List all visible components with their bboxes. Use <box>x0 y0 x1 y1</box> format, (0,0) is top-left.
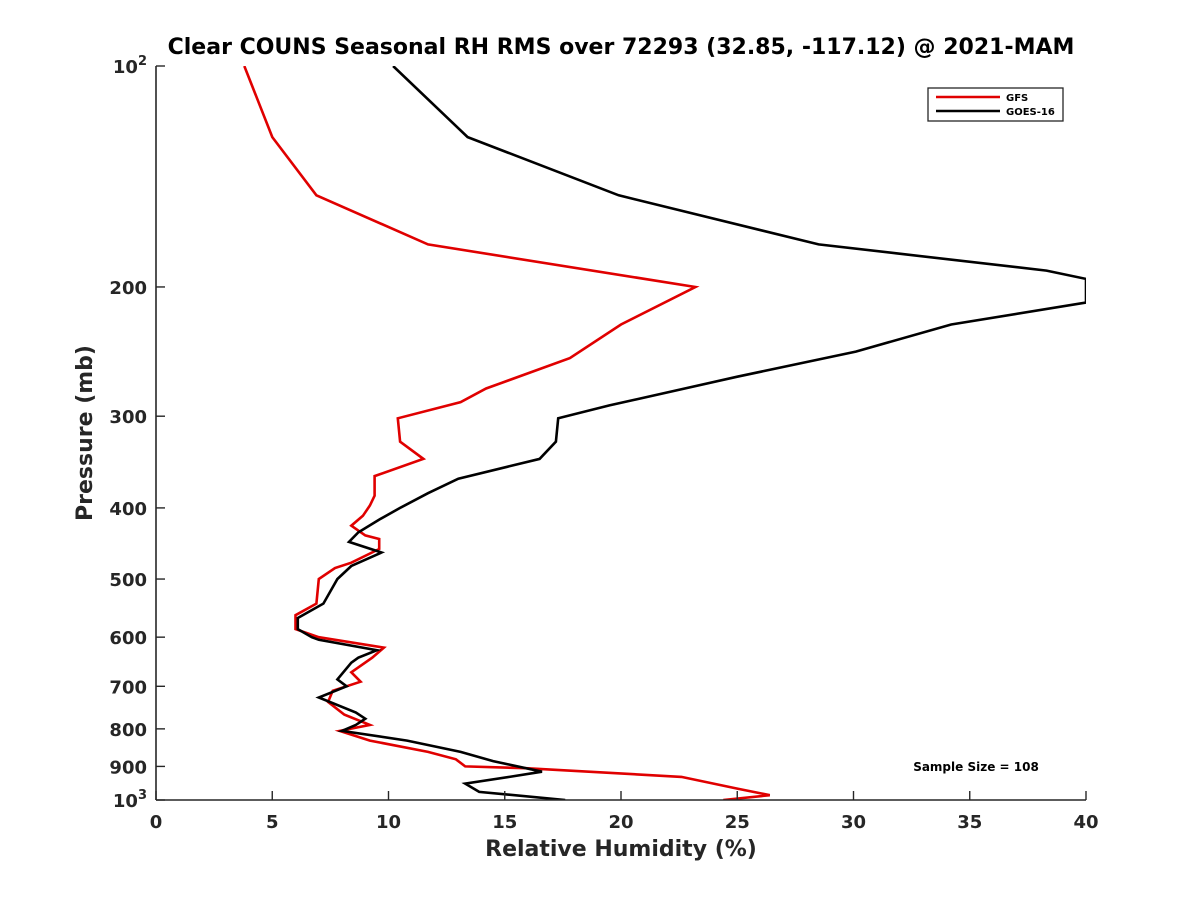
series-line-goes-16 <box>296 66 1086 800</box>
x-tick-label: 15 <box>492 812 517 833</box>
x-tick-label: 10 <box>376 812 401 833</box>
legend-box <box>927 87 1064 122</box>
x-tick-label: 25 <box>725 812 750 833</box>
y-tick-label: 600 <box>109 628 147 649</box>
y-tick-label: 900 <box>109 757 147 778</box>
y-tick-label: 500 <box>109 570 147 591</box>
legend-label: GOES-16 <box>1006 107 1055 118</box>
x-axis-label: Relative Humidity (%) <box>485 837 757 862</box>
plot-area: 0 5 10 15 20 25 30 35 40 102 200 300 400 500 600 700 800… <box>109 54 1098 833</box>
y-tick-label: 103 <box>113 788 147 812</box>
legend: GFS GOES-16 <box>927 87 1064 122</box>
x-tick-label: 0 <box>150 812 163 833</box>
series-group <box>243 66 1086 800</box>
y-tick-label: 102 <box>113 54 147 78</box>
x-tick-label: 5 <box>266 812 279 833</box>
x-tick-label: 40 <box>1073 812 1098 833</box>
y-tick-label: 300 <box>109 407 147 428</box>
series-line-gfs <box>243 66 771 800</box>
y-tick-label: 400 <box>109 499 147 520</box>
sample-size-annotation: Sample Size = 108 <box>913 760 1039 774</box>
x-tick-label: 30 <box>841 812 866 833</box>
y-axis-label: Pressure (mb) <box>73 345 98 521</box>
legend-label: GFS <box>1006 93 1028 104</box>
x-tick-label: 35 <box>957 812 982 833</box>
y-tick-label: 200 <box>109 278 147 299</box>
y-tick-label: 700 <box>109 677 147 698</box>
y-tick-label: 800 <box>109 720 147 741</box>
x-tick-label: 20 <box>608 812 633 833</box>
chart-title: Clear COUNS Seasonal RH RMS over 72293 (… <box>168 35 1075 60</box>
